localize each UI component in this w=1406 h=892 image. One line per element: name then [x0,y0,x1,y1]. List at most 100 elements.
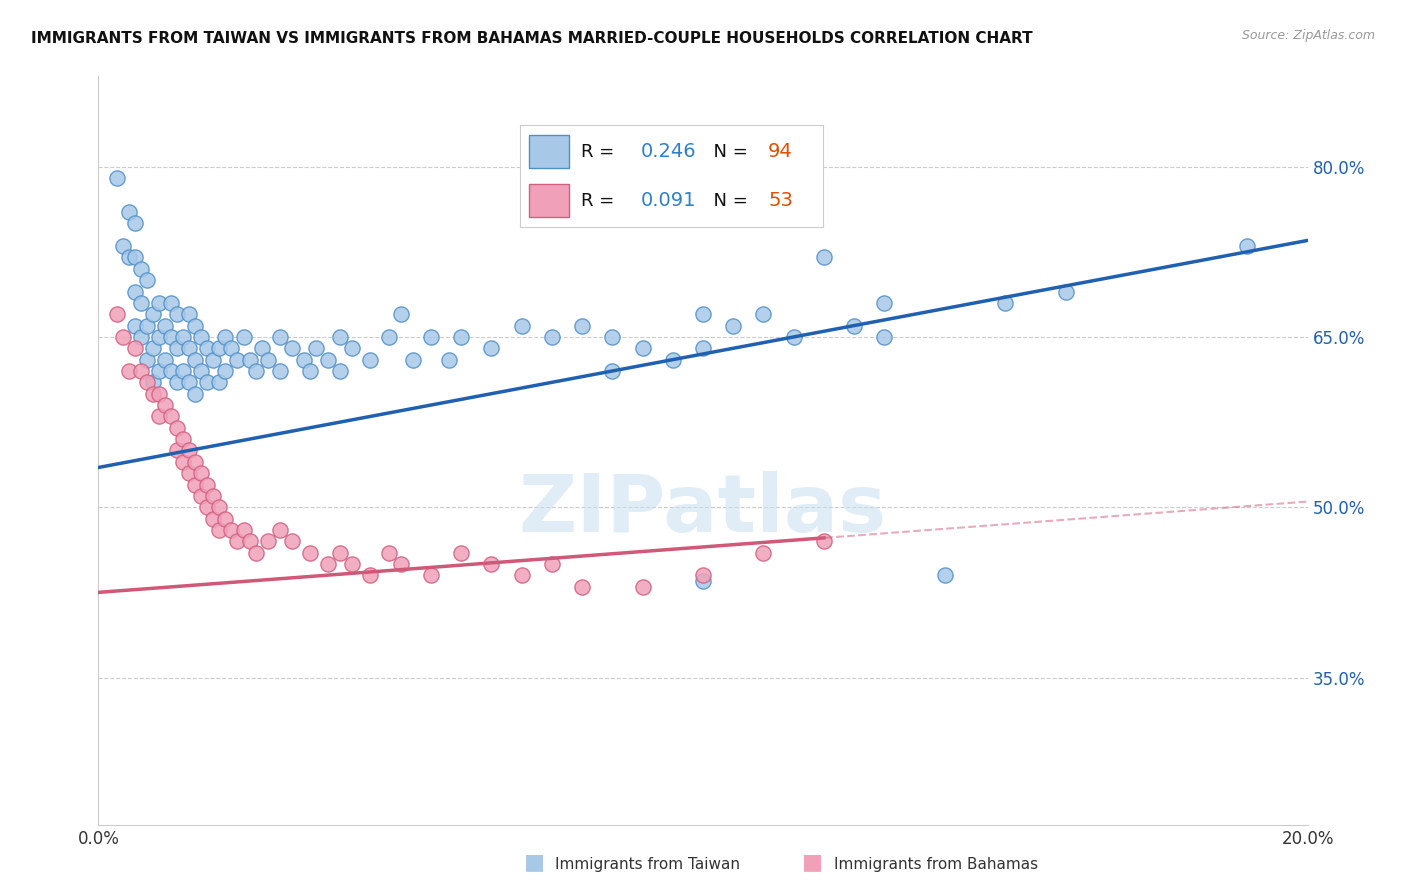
Text: ZIPatlas: ZIPatlas [519,471,887,549]
Point [148,330,170,344]
Point [329,364,352,378]
Point [245,364,267,378]
Point [377,330,399,344]
Point [316,557,339,571]
Text: 0.246: 0.246 [641,142,697,161]
Text: 0.091: 0.091 [641,191,696,211]
Point [148,409,170,424]
Point [692,307,714,321]
Point [124,216,146,230]
Point [360,352,382,367]
Point [195,477,218,491]
Point [873,330,896,344]
Point [214,511,236,525]
Point [184,477,207,491]
Point [239,534,262,549]
Point [118,251,141,265]
Point [179,443,201,458]
Point [377,546,399,560]
Point [166,341,188,355]
Point [783,330,806,344]
Point [202,489,225,503]
Point [692,341,714,355]
Point [160,330,183,344]
Point [124,285,146,299]
Point [179,341,201,355]
Point [135,318,157,333]
Point [450,546,472,560]
Point [256,534,278,549]
Text: 94: 94 [768,142,793,161]
Point [221,341,243,355]
Point [129,296,152,310]
Point [135,273,157,287]
Point [142,341,165,355]
Point [208,341,231,355]
Point [142,307,165,321]
Point [481,341,503,355]
Point [111,330,134,344]
Point [148,386,170,401]
Point [292,352,315,367]
Point [692,568,714,582]
Point [540,557,562,571]
Point [195,341,218,355]
Point [510,568,533,582]
Point [190,364,212,378]
Point [226,352,249,367]
Point [269,523,291,537]
Point [195,376,218,390]
Text: 53: 53 [768,191,793,211]
Point [256,352,278,367]
Point [166,376,188,390]
Point [316,352,339,367]
Point [269,364,291,378]
Point [160,364,183,378]
Point [450,330,472,344]
Point [540,330,562,344]
Point [389,307,412,321]
Text: IMMIGRANTS FROM TAIWAN VS IMMIGRANTS FROM BAHAMAS MARRIED-COUPLE HOUSEHOLDS CORR: IMMIGRANTS FROM TAIWAN VS IMMIGRANTS FRO… [31,31,1032,46]
Point [124,318,146,333]
Point [202,511,225,525]
Point [129,330,152,344]
Point [934,568,956,582]
Point [360,568,382,582]
Point [118,205,141,219]
Point [184,352,207,367]
Text: R =: R = [581,143,620,161]
Point [245,546,267,560]
Point [148,296,170,310]
Text: R =: R = [581,192,620,210]
Point [208,500,231,515]
Point [208,523,231,537]
Point [329,546,352,560]
Text: ■: ■ [524,853,544,872]
Point [172,364,194,378]
Point [124,251,146,265]
Bar [529,185,568,218]
Text: Source: ZipAtlas.com: Source: ZipAtlas.com [1241,29,1375,42]
Point [172,455,194,469]
Point [142,386,165,401]
Point [571,580,593,594]
Point [631,341,654,355]
Point [723,318,745,333]
Point [239,352,262,367]
Point [232,523,254,537]
Point [844,318,866,333]
Point [299,364,322,378]
Point [166,421,188,435]
Point [571,318,593,333]
Point [148,364,170,378]
Point [208,376,231,390]
Point [873,296,896,310]
Point [129,261,152,276]
Point [692,574,714,588]
Point [166,307,188,321]
Point [1236,239,1258,253]
Point [184,318,207,333]
Point [166,443,188,458]
Point [135,352,157,367]
Point [342,341,364,355]
